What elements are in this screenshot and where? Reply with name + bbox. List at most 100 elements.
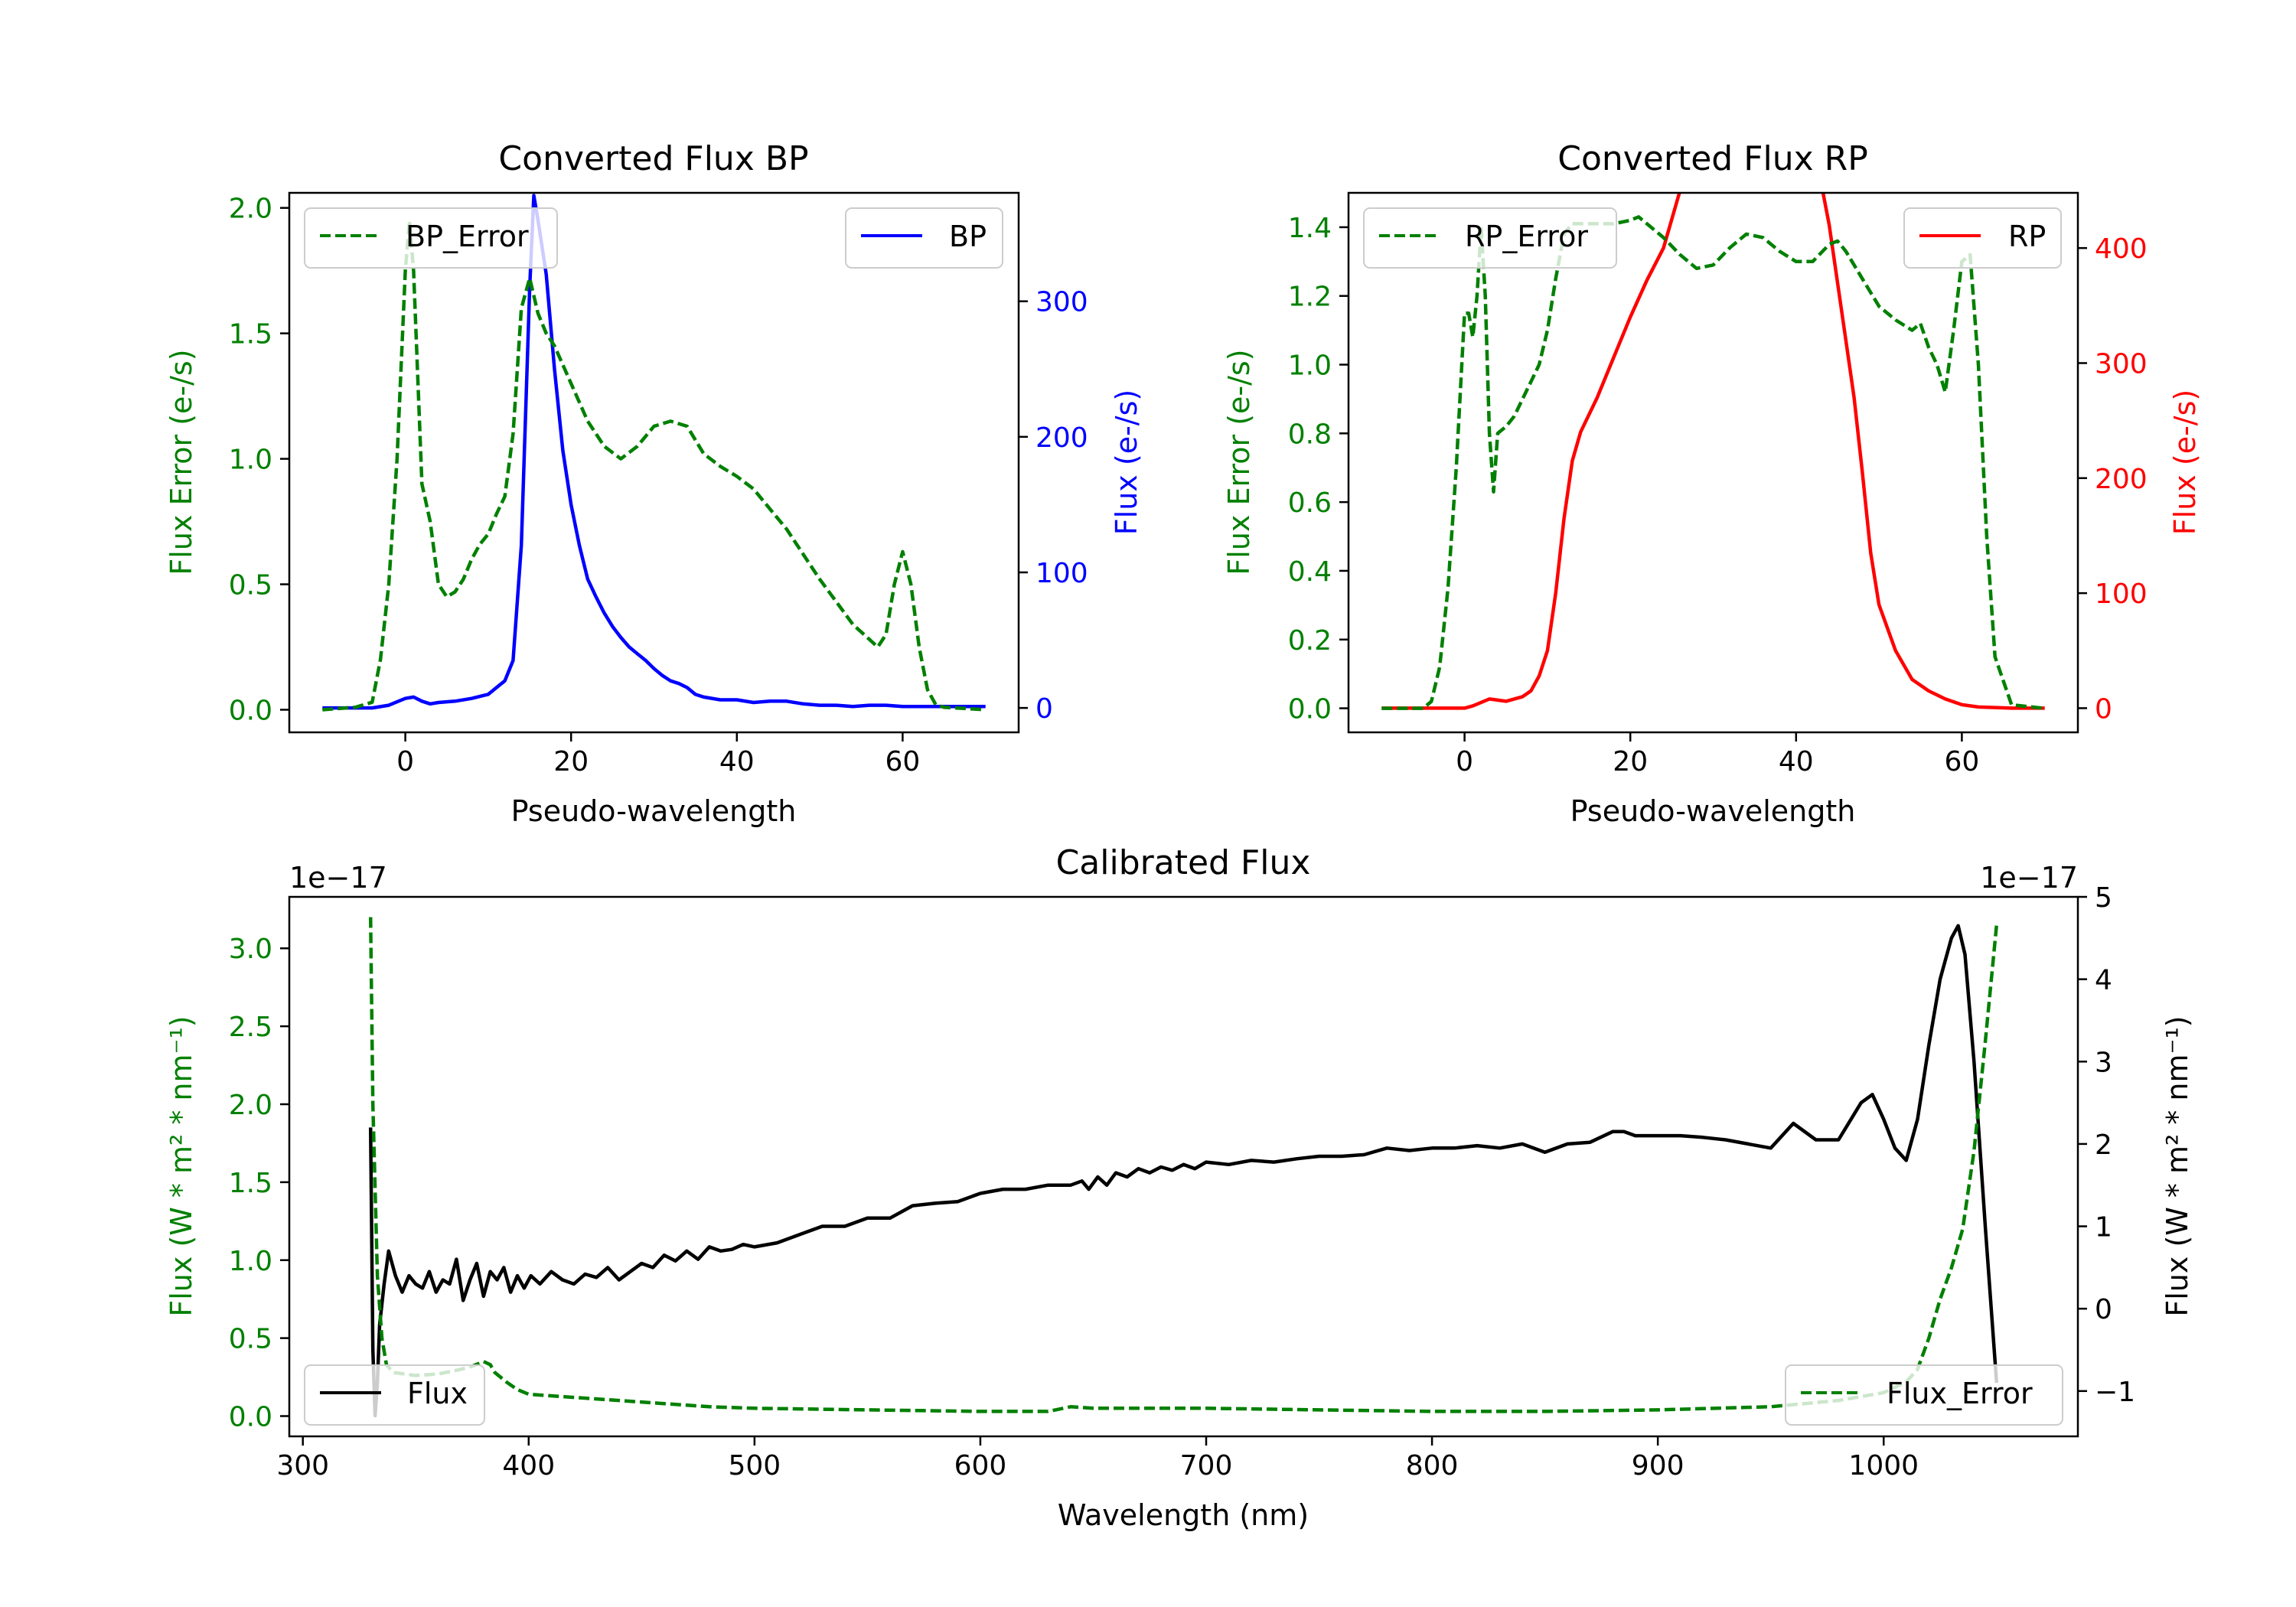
rp-legend-flux-box [1903, 207, 2062, 269]
calibrated-xtick-label: 300 [276, 1450, 329, 1482]
bp-yticks-right: 0 100 200 300 [1019, 287, 1088, 725]
rp-legend-error: RP_Error [1363, 207, 1617, 269]
calibrated-yticks-left: 0.0 0.5 1.0 1.5 2.0 2.5 3.0 [229, 934, 289, 1433]
bp-xtick-label: 20 [553, 746, 589, 777]
calibrated-plot-frame [288, 895, 2079, 1438]
calibrated-ytick-right-label: −1 [2095, 1377, 2135, 1408]
bp-xtick-label: 60 [885, 746, 920, 777]
rp-xtick-label: 20 [1613, 746, 1648, 777]
calibrated-ytick-left-label: 2.0 [229, 1090, 272, 1121]
calibrated-ylabel-left: Flux (W * m² * nm⁻¹) [165, 1015, 198, 1316]
calibrated-ytick-right-label: 4 [2095, 965, 2112, 996]
calibrated-xtick-label: 900 [1632, 1450, 1684, 1482]
calibrated-ylabel-right: Flux (W * m² * nm⁻¹) [2161, 1015, 2194, 1316]
bp-ylabel-right: Flux (e-/s) [1110, 390, 1143, 535]
calibrated-ytick-right-label: 3 [2095, 1047, 2112, 1078]
bp-yticks-left: 0.0 0.5 1.0 1.5 2.0 [229, 194, 289, 726]
calibrated-xticks: 300 400 500 600 700 800 900 1000 [276, 1436, 1919, 1482]
bp-ytick-left-label: 2.0 [229, 194, 272, 225]
calibrated-legend-flux: Flux [304, 1364, 485, 1426]
calibrated-offset-right: 1e−17 [1980, 861, 2078, 895]
calibrated-ytick-right-label: 0 [2095, 1294, 2112, 1325]
bp-ytick-left-label: 1.0 [229, 445, 272, 476]
rp-ylabel-right: Flux (e-/s) [2168, 390, 2202, 535]
rp-legend-flux-label: RP [2008, 220, 2046, 253]
rp-ytick-left-label: 1.0 [1288, 350, 1332, 382]
bp-xlabel: Pseudo-wavelength [511, 794, 797, 828]
bp-xtick-label: 0 [396, 746, 414, 777]
rp-ytick-left-label: 1.4 [1288, 213, 1332, 244]
bp-ytick-right-label: 200 [1035, 422, 1088, 454]
calibrated-xtick-label: 1000 [1848, 1450, 1919, 1482]
calibrated-yticks-right: −1 0 1 2 3 4 5 [2078, 882, 2135, 1408]
rp-ytick-left-label: 0.2 [1288, 625, 1332, 657]
calibrated-ytick-left-label: 1.5 [229, 1168, 272, 1199]
calibrated-xtick-label: 600 [954, 1450, 1007, 1482]
bp-legend-flux-label: BP [949, 220, 987, 253]
calibrated-legend-error-box [1785, 1364, 2063, 1426]
calibrated-ytick-left-label: 2.5 [229, 1012, 272, 1043]
rp-legend-error-label: RP_Error [1465, 220, 1588, 253]
calibrated-legend-error-label: Flux_Error [1887, 1377, 2033, 1410]
calibrated-ytick-right-label: 5 [2095, 882, 2112, 914]
rp-title: Converted Flux RP [1557, 139, 1868, 178]
bp-ytick-left-label: 1.5 [229, 319, 272, 350]
calibrated-legend-error: Flux_Error [1785, 1364, 2063, 1426]
rp-yticks-left: 0.0 0.2 0.4 0.6 0.8 1.0 1.2 1.4 [1288, 213, 1349, 725]
calibrated-ytick-left-label: 3.0 [229, 934, 272, 965]
rp-ytick-left-label: 0.6 [1288, 487, 1332, 519]
calibrated-ytick-left-label: 0.5 [229, 1324, 272, 1355]
rp-plot-frame [1347, 191, 2079, 734]
bp-legend-error-box [304, 207, 558, 269]
rp-ytick-right-label: 300 [2095, 348, 2148, 380]
bp-ylabel-left: Flux Error (e-/s) [165, 349, 198, 575]
calibrated-xlabel: Wavelength (nm) [1058, 1498, 1309, 1532]
bp-ytick-left-label: 0.0 [229, 695, 272, 726]
bp-legend-flux: BP [845, 207, 1003, 269]
rp-legend-flux: RP [1903, 207, 2062, 269]
rp-ytick-left-label: 0.0 [1288, 694, 1332, 725]
bp-xtick-label: 40 [719, 746, 755, 777]
bp-legend-error-label: BP_Error [406, 220, 529, 253]
rp-yticks-right: 0 100 200 300 400 [2078, 233, 2148, 725]
rp-series-rp-line [1381, 193, 2045, 710]
calibrated-title: Calibrated Flux [1056, 843, 1311, 882]
bp-ytick-right-label: 0 [1035, 693, 1053, 725]
rp-ylabel-left: Flux Error (e-/s) [1222, 349, 1256, 575]
calibrated-ytick-left-label: 1.0 [229, 1246, 272, 1277]
bp-xticks: 0 20 40 60 [396, 732, 920, 777]
rp-ytick-left-label: 0.4 [1288, 556, 1332, 588]
rp-ytick-right-label: 200 [2095, 464, 2148, 495]
rp-ytick-right-label: 100 [2095, 579, 2148, 610]
rp-xtick-label: 0 [1456, 746, 1473, 777]
rp-xlabel: Pseudo-wavelength [1570, 794, 1856, 828]
calibrated-xtick-label: 400 [502, 1450, 555, 1482]
rp-ytick-right-label: 0 [2095, 693, 2112, 725]
rp-ytick-left-label: 0.8 [1288, 419, 1332, 450]
calibrated-offset-left: 1e−17 [289, 861, 387, 895]
bp-title: Converted Flux BP [498, 139, 808, 178]
calibrated-legend-flux-label: Flux [407, 1377, 468, 1410]
bp-plot-frame [288, 191, 1020, 734]
rp-xtick-label: 40 [1779, 746, 1814, 777]
rp-panel: Converted Flux RP 0 20 40 60 0.0 0.2 0.4 0.6 0.… [1222, 139, 2202, 828]
bp-panel: Converted Flux BP 0 20 40 60 0.0 0.5 1.0 1.5 2.… [165, 139, 1143, 828]
calibrated-legend-flux-box [304, 1364, 485, 1426]
bp-legend-flux-box [845, 207, 1003, 269]
calibrated-xtick-label: 700 [1180, 1450, 1233, 1482]
calibrated-series-flux-line [368, 924, 1999, 1418]
calibrated-panel: Calibrated Flux 1e−17 1e−17 300 400 500 600… [165, 843, 2194, 1532]
bp-ytick-left-label: 0.5 [229, 570, 272, 601]
bp-series [322, 194, 986, 712]
rp-xticks: 0 20 40 60 [1456, 732, 1979, 777]
bp-ytick-right-label: 100 [1035, 558, 1088, 589]
bp-legend-error: BP_Error [304, 207, 558, 269]
calibrated-xtick-label: 500 [728, 1450, 781, 1482]
bp-ytick-right-label: 300 [1035, 287, 1088, 318]
rp-xtick-label: 60 [1944, 746, 1979, 777]
calibrated-ytick-right-label: 1 [2095, 1212, 2112, 1244]
rp-ytick-right-label: 400 [2095, 233, 2148, 265]
bp-series-bp-line [322, 194, 986, 710]
calibrated-ytick-right-label: 2 [2095, 1129, 2112, 1161]
